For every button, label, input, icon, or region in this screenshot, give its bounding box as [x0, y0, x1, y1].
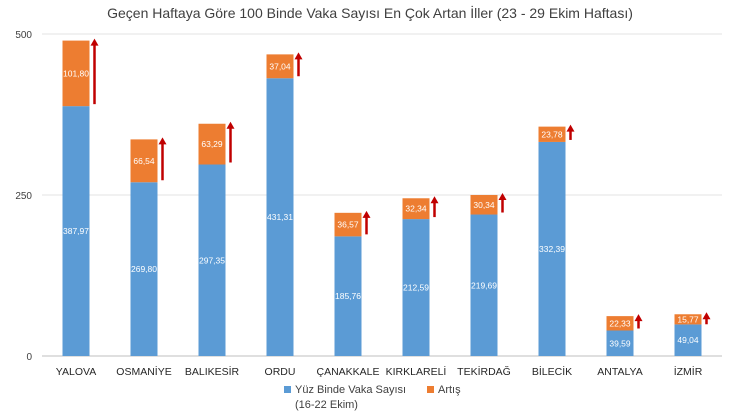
chart-title: Geçen Haftaya Göre 100 Binde Vaka Sayısı… [107, 4, 633, 21]
bar-increase [470, 194, 498, 215]
increase-arrow-icon [90, 38, 99, 105]
legend-swatch [284, 386, 291, 393]
x-tick-label: ANTALYA [597, 366, 643, 378]
bar-increase [266, 54, 294, 79]
data-label-increase: 23,78 [541, 129, 563, 139]
increase-arrow-icon [634, 314, 643, 329]
increase-arrows [90, 38, 711, 329]
bar-increase [538, 126, 566, 142]
data-label-base: 431,31 [267, 212, 293, 222]
increase-arrow-icon [158, 137, 167, 181]
data-label-increase: 36,57 [337, 220, 359, 230]
data-label-base: 49,04 [677, 335, 699, 345]
bar-base [402, 219, 430, 356]
x-tick-label: OSMANİYE [116, 365, 171, 378]
data-label-base: 387,97 [63, 226, 89, 236]
bar-base [334, 236, 362, 356]
data-label-increase: 22,33 [609, 318, 631, 328]
bar-base [674, 324, 702, 356]
data-label-increase: 37,04 [269, 61, 291, 71]
x-axis: YALOVA OSMANİYE BALIKESİR ORDU ÇANAKKALE KIRK… [56, 365, 703, 378]
data-label-base: 297,35 [199, 255, 225, 265]
bar-increase [130, 139, 158, 183]
bar-base [606, 330, 634, 356]
data-label-base: 332,39 [539, 244, 565, 254]
data-label-increase: 66,54 [133, 156, 155, 166]
data-label-increase: 63,29 [201, 139, 223, 149]
y-tick-label: 250 [15, 191, 32, 202]
x-tick-label: ORDU [265, 366, 296, 378]
x-tick-label: BALIKESİR [185, 365, 240, 378]
x-tick-label: YALOVA [56, 366, 96, 378]
data-label-base: 185,76 [335, 291, 361, 301]
bar-increase [334, 212, 362, 237]
bar-increase [674, 314, 702, 325]
legend: Yüz Binde Vaka Sayısı (16-22 Ekim) Artış [284, 384, 461, 411]
data-label-base: 212,59 [403, 283, 429, 293]
bars: 387,97 101,80 269,80 66,54 297,35 63,29 431,31… [62, 40, 702, 356]
increase-arrow-icon [702, 312, 711, 325]
x-tick-label: KIRKLARELİ [386, 365, 447, 378]
data-label-base: 39,59 [609, 338, 631, 348]
y-tick-label: 0 [26, 352, 32, 363]
bar-base [130, 182, 158, 356]
data-label-base: 219,69 [471, 280, 497, 290]
bar-increase [62, 40, 90, 107]
data-label-increase: 15,77 [677, 314, 699, 324]
increase-arrow-icon [498, 192, 507, 213]
bar-base [538, 141, 566, 356]
y-axis: 0 250 500 [15, 30, 32, 363]
data-label-increase: 32,34 [405, 204, 427, 214]
data-label-base: 269,80 [131, 264, 157, 274]
bar-increase [402, 198, 430, 220]
bar-base [470, 214, 498, 356]
x-tick-label: İZMİR [674, 365, 703, 378]
x-tick-label: TEKİRDAĞ [457, 365, 511, 378]
legend-swatch [427, 386, 434, 393]
increase-arrow-icon [430, 196, 439, 218]
x-tick-label: BİLECİK [532, 365, 572, 378]
increase-arrow-icon [362, 210, 371, 235]
legend-label: Yüz Binde Vaka Sayısı [295, 384, 406, 396]
increase-arrow-icon [226, 121, 235, 163]
bar-base [266, 78, 294, 356]
bar-increase [198, 123, 226, 165]
bar-increase [606, 316, 634, 331]
legend-label: (16-22 Ekim) [295, 399, 358, 411]
data-label-increase: 101,80 [63, 68, 89, 78]
increase-arrow-icon [294, 52, 303, 77]
bar-base [198, 164, 226, 356]
increase-arrow-icon [566, 124, 575, 140]
data-label-increase: 30,34 [473, 200, 495, 210]
bar-base [62, 106, 90, 356]
y-tick-label: 500 [15, 30, 32, 41]
x-tick-label: ÇANAKKALE [316, 366, 379, 378]
legend-label: Artış [438, 384, 461, 396]
